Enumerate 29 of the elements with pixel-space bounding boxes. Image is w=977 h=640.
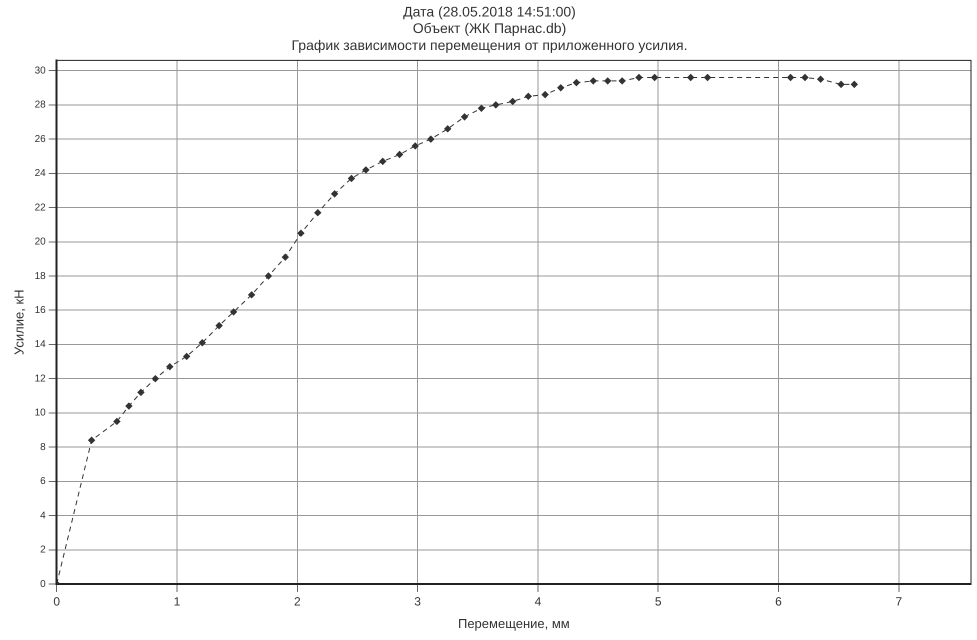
x-tick-label: 3 (414, 594, 422, 609)
x-tick-label: 0 (53, 594, 60, 609)
y-tick-label: 30 (34, 65, 46, 76)
y-tick-label: 0 (40, 578, 46, 590)
y-tick-label: 8 (40, 442, 46, 453)
y-tick-label: 2 (40, 544, 46, 556)
y-tick-label: 26 (34, 134, 46, 145)
x-tick-label: 5 (654, 594, 662, 609)
y-tick-label: 18 (34, 270, 46, 282)
y-axis-title: Усилие, кН (11, 289, 26, 355)
x-tick-label: 1 (174, 594, 181, 609)
y-tick-label: 16 (34, 304, 46, 316)
y-tick-label: 10 (34, 408, 46, 419)
y-tick-label: 20 (34, 236, 46, 248)
y-tick-label: 14 (34, 339, 46, 350)
y-tick-label: 22 (34, 202, 46, 214)
y-tick-label: 24 (34, 168, 46, 180)
y-tick-label: 4 (40, 510, 46, 522)
x-axis-title: Перемещение, мм (458, 616, 570, 631)
x-tick-label: 2 (294, 594, 301, 609)
x-tick-label: 7 (895, 594, 902, 609)
text: График зависимости перемещения от приложенного усилия. (292, 36, 688, 53)
y-tick-label: 28 (34, 100, 46, 111)
y-tick-label: 12 (34, 373, 46, 384)
text: Дата (28.05.2018 14:51:00) (403, 3, 576, 20)
y-tick-label: 6 (40, 476, 46, 488)
x-tick-label: 6 (775, 594, 782, 609)
text: Объект (ЖК Парнас.db) (412, 20, 566, 36)
x-tick-label: 4 (534, 594, 542, 609)
